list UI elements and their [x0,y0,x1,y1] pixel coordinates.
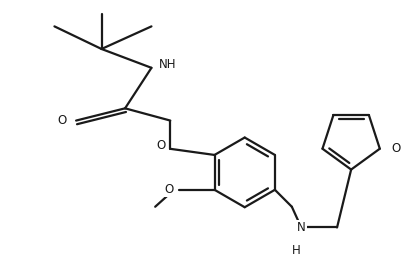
Text: N: N [297,221,305,234]
Text: O: O [391,142,400,155]
Text: H: H [292,244,301,257]
Text: O: O [156,140,166,152]
Text: NH: NH [159,59,176,71]
Text: O: O [165,183,174,196]
Text: O: O [57,114,67,127]
